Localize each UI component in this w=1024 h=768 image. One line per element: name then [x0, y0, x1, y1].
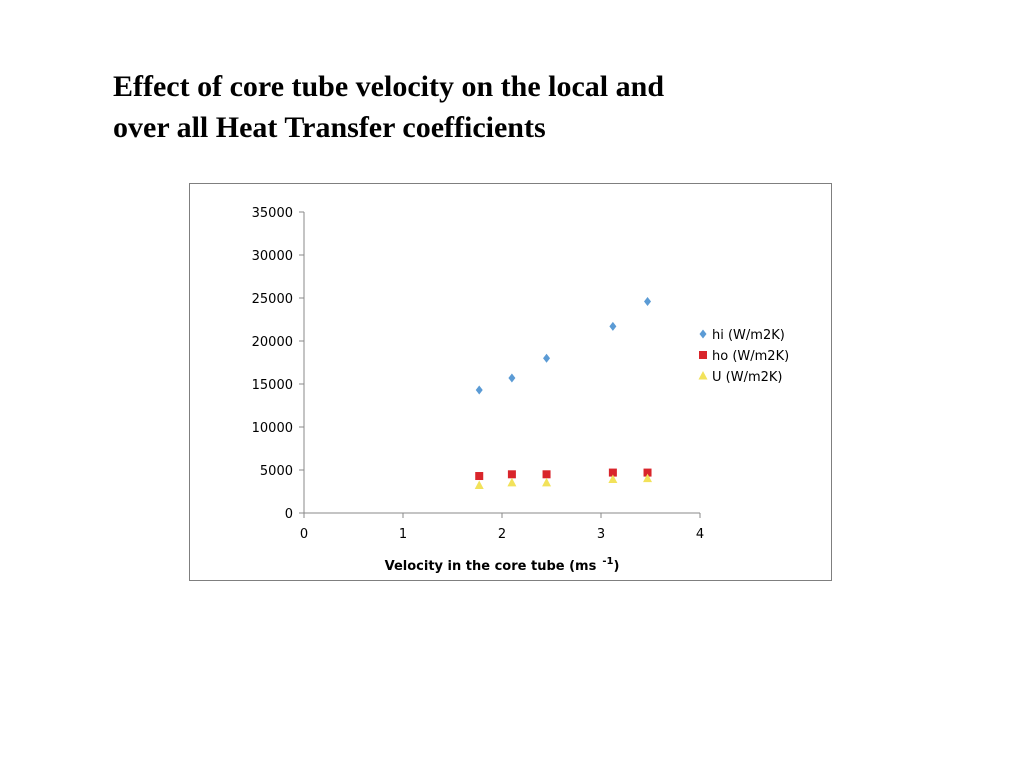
slide-title: Effect of core tube velocity on the loca… [113, 66, 793, 148]
series-points [474, 473, 653, 489]
y-tick-label: 20000 [252, 335, 293, 350]
legend: hi (W/m2K) ho (W/m2K) U (W/m2K) [698, 328, 789, 385]
x-ticks: 0 1 2 3 4 [300, 513, 704, 542]
legend-label: ho (W/m2K) [712, 349, 789, 364]
y-tick-label: 35000 [252, 206, 293, 221]
legend-label: hi (W/m2K) [712, 328, 785, 343]
legend-marker [699, 329, 707, 339]
slide-title-line-2: over all Heat Transfer coefficients [113, 111, 546, 144]
scatter-chart: 0 5000 10000 15000 20000 25000 30000 35000 0 1 2 3… [252, 206, 790, 574]
data-point [475, 385, 483, 395]
data-point [608, 474, 618, 483]
axes: 0 5000 10000 15000 20000 25000 30000 35000 0 1 2 3… [252, 206, 705, 542]
data-point [475, 472, 484, 481]
x-axis-title-superscript: -1 [602, 556, 613, 567]
y-tick-label: 5000 [260, 464, 293, 479]
y-tick-label: 25000 [252, 292, 293, 307]
data-point [608, 468, 617, 477]
data-point [543, 353, 551, 363]
data-point [643, 468, 652, 477]
x-axis-title: Velocity in the core tube (ms -1) [385, 556, 620, 574]
chart-frame: 0 5000 10000 15000 20000 25000 30000 35000 0 1 2 3… [189, 183, 832, 581]
legend-marker [699, 351, 707, 359]
x-tick-label: 2 [498, 527, 506, 542]
y-tick-label: 30000 [252, 249, 293, 264]
legend-label: U (W/m2K) [712, 370, 782, 385]
y-tick-label: 15000 [252, 378, 293, 393]
slide-title-line-1: Effect of core tube velocity on the loca… [113, 70, 665, 103]
series-points [475, 468, 652, 481]
data-point [507, 477, 517, 487]
y-ticks: 0 5000 10000 15000 20000 25000 30000 35000 [252, 206, 304, 522]
x-tick-label: 0 [300, 527, 308, 542]
data-point [542, 470, 551, 479]
x-axis-title-main: Velocity in the core tube (ms [385, 559, 597, 574]
data-points [474, 296, 653, 489]
data-point [643, 473, 653, 483]
series-points [475, 296, 652, 395]
x-axis-title-suffix: ) [613, 559, 619, 574]
x-tick-label: 1 [399, 527, 407, 542]
data-point [508, 373, 516, 383]
data-point [542, 477, 552, 487]
data-point [507, 470, 516, 479]
x-tick-label: 3 [597, 527, 605, 542]
data-point [474, 480, 484, 489]
legend-marker [698, 371, 708, 380]
data-point [609, 321, 617, 331]
data-point [644, 296, 652, 306]
y-tick-label: 0 [285, 507, 293, 522]
x-tick-label: 4 [696, 527, 704, 542]
y-tick-label: 10000 [252, 421, 293, 436]
